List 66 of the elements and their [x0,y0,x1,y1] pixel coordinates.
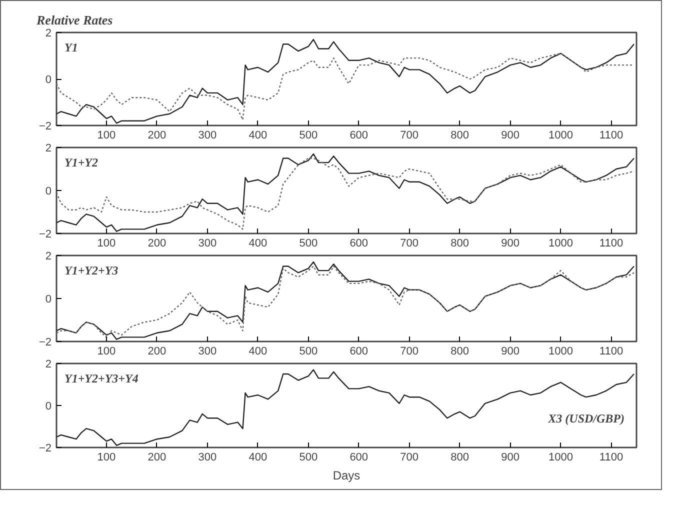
x-tick-label: 500 [299,238,318,250]
y-tick-label: 2 [45,250,52,262]
x-tick-label: 200 [148,452,166,464]
x-tick-label: 800 [450,130,470,142]
y-tick-label: −2 [38,228,52,240]
annotation: Y1+Y2+Y3+Y4 [64,372,138,386]
x-tick-label: 600 [350,130,368,142]
y-tick-label: 0 [45,74,52,86]
x-tick-label: 600 [350,346,368,358]
x-tick-label: 600 [350,238,368,250]
y-tick-label: −2 [38,442,52,454]
annotation: Y1+Y2 [64,156,98,170]
y-tick-label: 2 [45,358,52,370]
y-tick-label: −2 [38,336,52,348]
line-series [56,38,635,124]
x-tick-label: 500 [299,130,318,142]
x-tick-label: 1100 [599,130,624,142]
line-series [56,369,635,446]
x-tick-label: 700 [400,452,419,464]
x-tick-label: 100 [97,130,116,142]
x-tick-label: 400 [248,130,268,142]
x-tick-label: 800 [450,238,470,250]
x-tick-label: 1000 [548,346,574,358]
y-tick-label: 0 [45,294,52,306]
x-tick-label: 700 [400,130,419,142]
x-tick-label: 700 [400,238,419,250]
x-tick-label: 1000 [548,130,574,142]
y-tick-label: 0 [45,186,52,198]
x-tick-label: 300 [198,130,217,142]
x-tick-label: 200 [148,346,166,358]
x-tick-label: 700 [400,346,419,358]
x-tick-label: 500 [299,452,318,464]
x-tick-label: 1000 [548,452,574,464]
x-tick-label: 900 [501,238,520,250]
x-tick-label: 800 [450,346,470,358]
x-tick-label: 200 [148,238,166,250]
x-tick-label: 400 [248,346,268,358]
x-tick-label: 1100 [599,452,624,464]
x-tick-label: 1000 [548,238,574,250]
line-series [56,52,635,120]
x-tick-label: 300 [198,238,217,250]
x-tick-label: 800 [450,452,470,464]
x-tick-label: 500 [299,346,318,358]
x-tick-label: 200 [148,130,166,142]
chart-title: Relative Rates [36,12,113,28]
x-axis-title: Days [332,468,360,482]
y-tick-label: 2 [45,28,52,40]
x-tick-label: 900 [501,130,520,142]
x-tick-label: 1100 [599,238,624,250]
y-tick-label: 0 [45,400,52,412]
x-tick-label: 400 [248,238,268,250]
x-tick-label: 300 [198,346,217,358]
y-tick-label: 2 [45,142,52,154]
annotation: Y1 [64,40,78,54]
x-tick-label: 100 [97,452,116,464]
x-tick-label: 300 [198,452,217,464]
annotation: X3 (USD/GBP) [547,412,625,426]
x-tick-label: 100 [97,346,116,358]
y-tick-label: −2 [38,120,52,132]
annotation: Y1+Y2+Y3 [64,264,118,278]
x-tick-label: 100 [97,238,116,250]
x-tick-label: 400 [248,452,268,464]
x-tick-label: 900 [501,452,520,464]
x-tick-label: 600 [350,452,368,464]
x-tick-label: 1100 [599,346,624,358]
x-tick-label: 900 [501,346,520,358]
